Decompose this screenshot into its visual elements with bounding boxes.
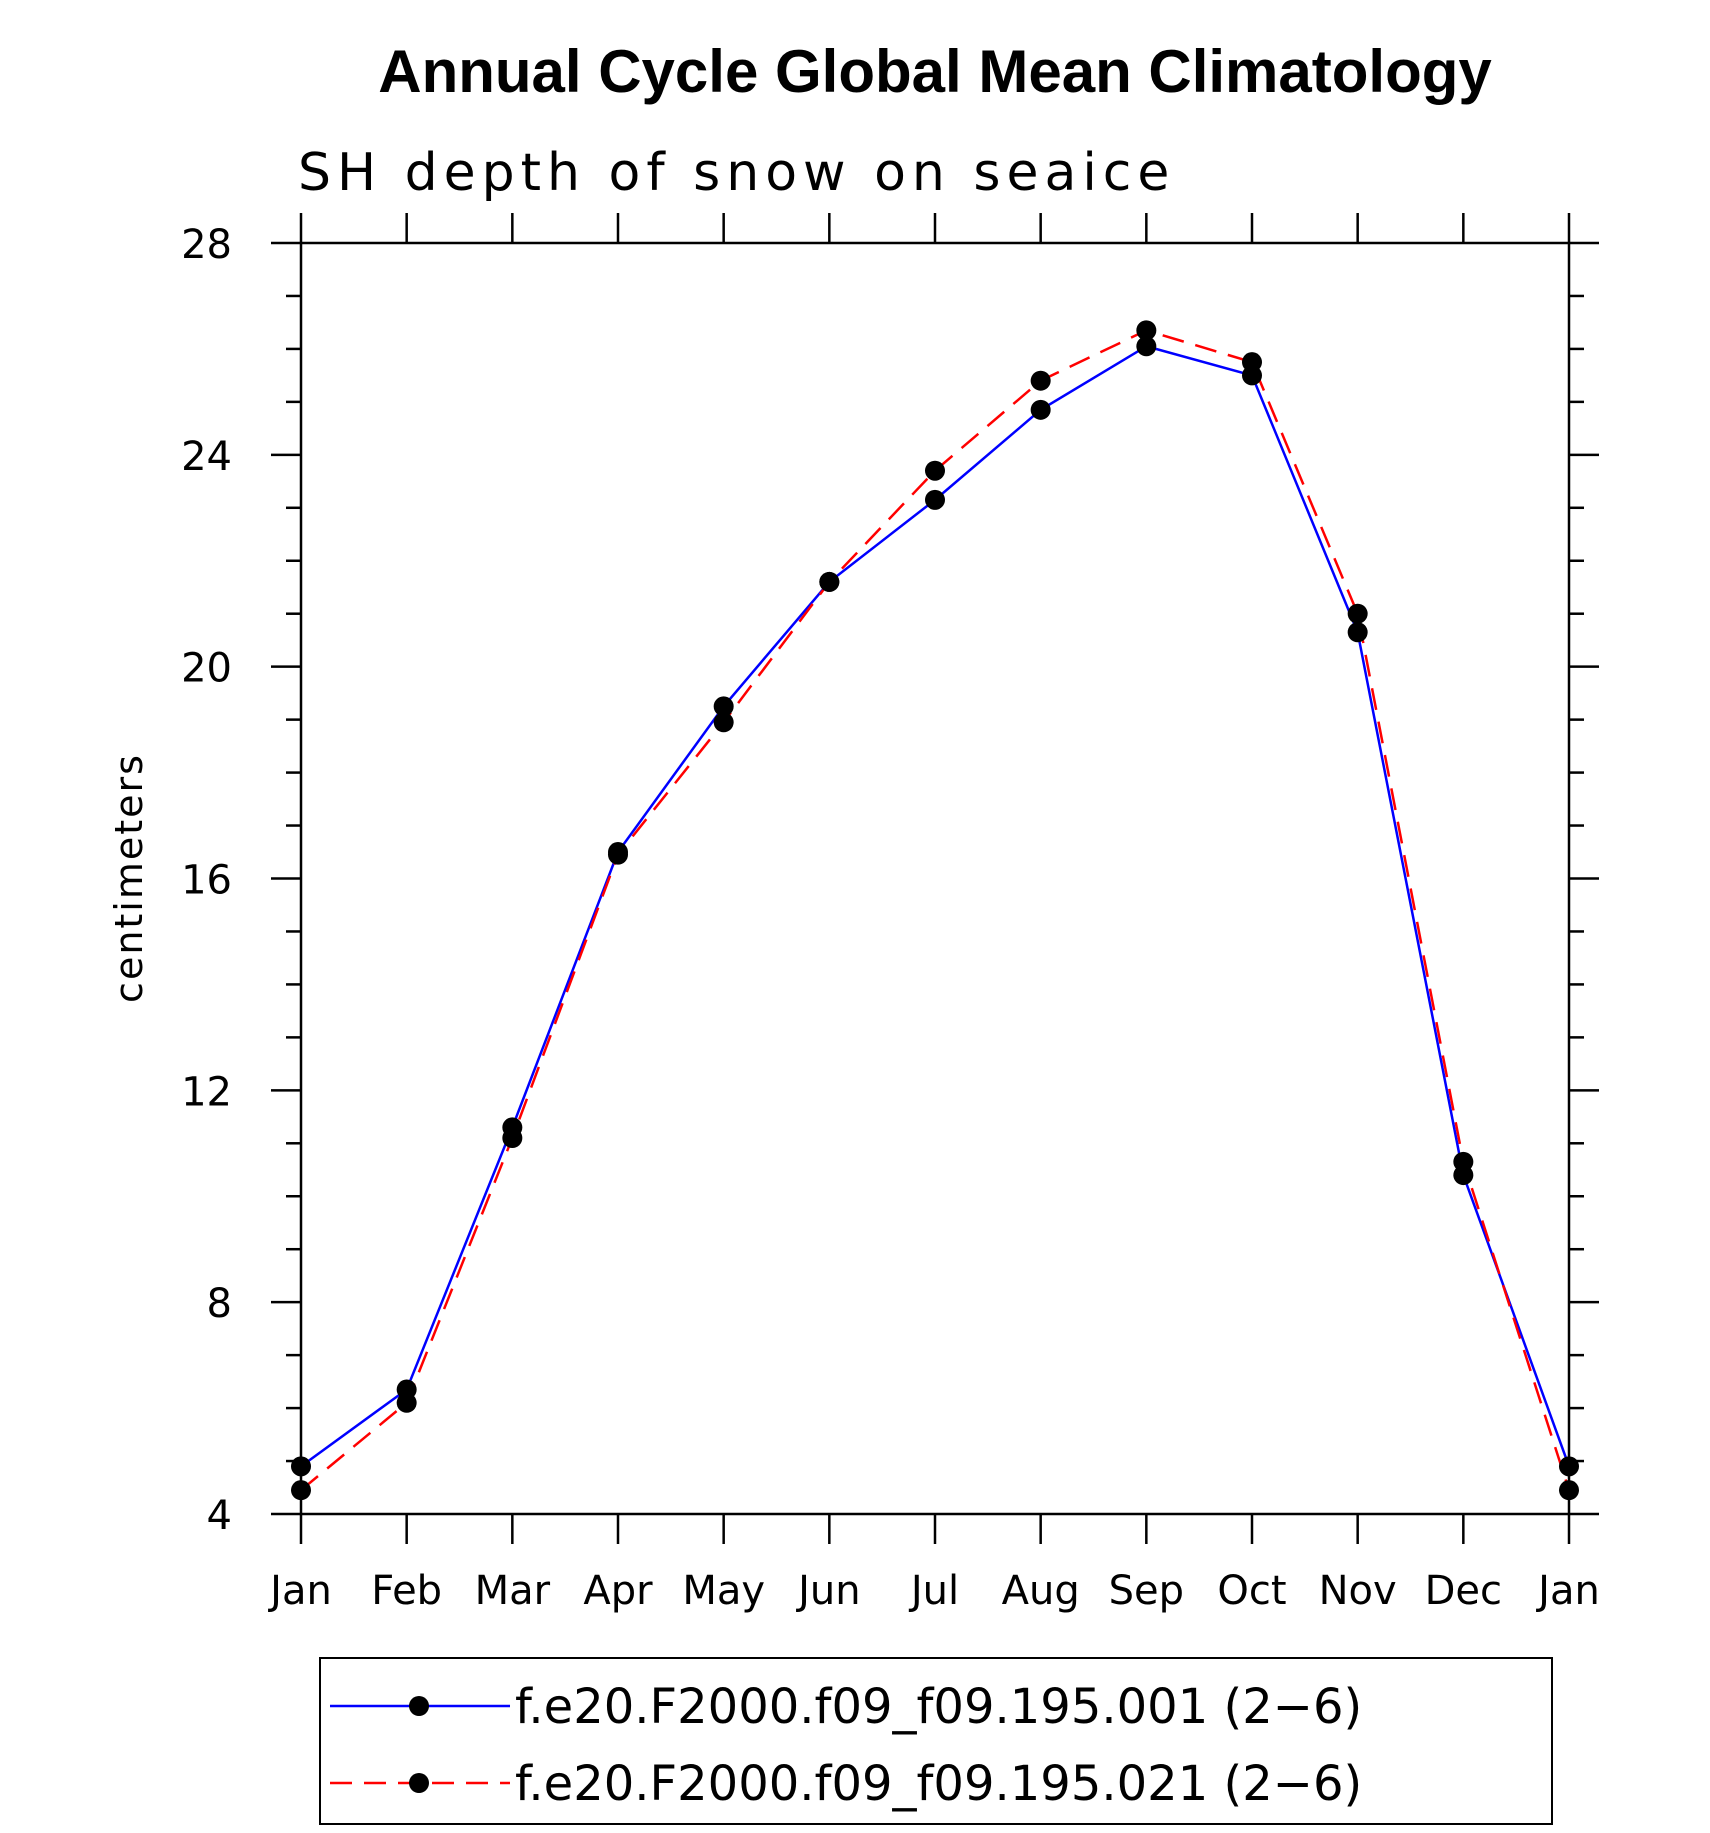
y-axis-label: centimeters: [107, 753, 151, 1003]
y-tick-label: 8: [207, 1281, 232, 1327]
y-tick-label: 24: [181, 434, 232, 480]
y-tick-labels: 4 8 12 16 20 24 28: [181, 222, 232, 1539]
series-0-point: [925, 489, 945, 510]
chart-title: Annual Cycle Global Mean Climatology: [378, 38, 1492, 105]
series-0-point: [713, 696, 734, 717]
legend: f.e20.F2000.f09_f09.195.001 (2−6) f.e20.…: [319, 1657, 1553, 1825]
x-tick-label: Oct: [1217, 1568, 1286, 1614]
chart-subtitle: SH depth of snow on seaice: [298, 143, 1175, 203]
y-tick-label: 16: [181, 858, 232, 904]
series-1-point: [1347, 603, 1368, 624]
y-tick-label: 28: [181, 222, 232, 268]
series-markers: [291, 320, 1579, 1501]
legend-label-0: f.e20.F2000.f09_f09.195.001 (2−6): [515, 1679, 1362, 1735]
legend-swatch-marker-0: [409, 1696, 429, 1716]
series-0-point: [1347, 622, 1368, 643]
y-tick-label: 12: [181, 1069, 232, 1115]
series-0-point: [1559, 1456, 1579, 1477]
legend-label-1: f.e20.F2000.f09_f09.195.021 (2−6): [515, 1756, 1362, 1812]
x-tick-label: Feb: [371, 1568, 442, 1614]
series-0-point: [1136, 336, 1157, 357]
series-1-point: [713, 712, 734, 733]
x-tick-label: Jul: [908, 1568, 959, 1614]
series-1-point: [1242, 352, 1262, 373]
series-1-point: [925, 460, 945, 481]
x-tick-label: Jan: [267, 1568, 332, 1614]
x-tick-label: Sep: [1109, 1568, 1184, 1614]
y-tick-label: 20: [181, 646, 232, 692]
legend-box: [319, 1657, 1553, 1825]
legend-swatch-marker-1: [409, 1773, 429, 1793]
series-1-point: [1559, 1480, 1579, 1501]
axis-ticks: [271, 213, 1599, 1544]
series-1-point: [1136, 320, 1157, 341]
x-tick-label: Jun: [795, 1568, 861, 1614]
series-1-point: [396, 1392, 417, 1413]
series-1-point: [1030, 370, 1051, 391]
series-1-point: [819, 571, 840, 592]
y-tick-label: 4: [207, 1493, 232, 1539]
x-tick-labels: Jan Feb Mar Apr May Jun Jul Aug Sep Oct Nov Dec Jan: [267, 1568, 1600, 1614]
x-tick-label: Jan: [1535, 1568, 1600, 1614]
x-tick-label: Nov: [1319, 1568, 1397, 1614]
x-tick-label: Mar: [475, 1568, 551, 1614]
x-tick-label: Dec: [1425, 1568, 1502, 1614]
plot-frame: [299, 241, 1571, 1516]
series-0-point: [1030, 399, 1051, 420]
series-1-point: [291, 1480, 311, 1501]
series-1-point: [1453, 1151, 1474, 1172]
x-tick-label: Aug: [1002, 1568, 1080, 1614]
series-0-point: [291, 1456, 311, 1477]
series-1-point: [608, 844, 628, 865]
series-line-0: [300, 344, 1571, 1468]
x-tick-label: Apr: [583, 1568, 653, 1614]
series-1-point: [502, 1127, 523, 1148]
x-tick-label: May: [682, 1568, 765, 1614]
